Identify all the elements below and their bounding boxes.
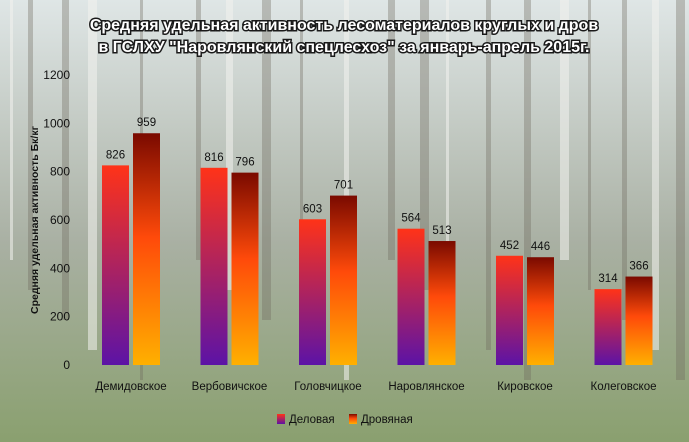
tree-trunk [560, 0, 569, 260]
data-label: 564 [401, 213, 421, 225]
data-label: 603 [303, 203, 322, 215]
y-tick-label: 400 [50, 261, 70, 275]
data-label: 959 [137, 117, 156, 129]
tree-trunk [622, 0, 627, 320]
y-tick-label: 800 [50, 165, 70, 179]
tree-trunk [62, 0, 69, 320]
tree-trunk [88, 0, 97, 350]
bar-drovyanaya [428, 241, 456, 365]
x-tick-label: Головчицкое [294, 381, 361, 393]
y-tick-label: 0 [63, 358, 70, 372]
bar-drovyanaya [330, 195, 357, 365]
data-label: 513 [432, 225, 451, 237]
x-tick-label: Колеговское [591, 381, 657, 393]
x-tick-label: Кировское [497, 381, 553, 393]
legend-label-delovaya: Деловая [289, 414, 335, 426]
x-tick-label: Наровлянское [388, 381, 464, 393]
data-label: 446 [531, 241, 550, 253]
bar-drovyanaya [133, 133, 160, 365]
y-tick-label: 600 [50, 213, 70, 227]
tree-trunk [652, 0, 659, 350]
x-axis-tick-labels: Демидовское Вербовичское Головчицкое Наровл… [95, 381, 656, 393]
data-label: 314 [598, 273, 618, 285]
bar-series [102, 133, 653, 365]
tree-trunk [196, 0, 201, 260]
bar-drovyanaya [625, 276, 653, 365]
x-tick-label: Вербовичское [192, 381, 268, 393]
y-axis-label: Средняя удельная активность Бк/кг [29, 125, 41, 314]
data-label: 826 [106, 149, 125, 161]
y-tick-label: 1200 [43, 68, 70, 82]
bar-drovyanaya [231, 172, 259, 365]
tree-trunk [420, 0, 429, 290]
legend-swatch-drovyanaya [349, 414, 357, 424]
data-label: 452 [500, 240, 519, 252]
tree-trunk [676, 0, 685, 380]
legend-label-drovyanaya: Дровяная [361, 414, 413, 426]
y-tick-label: 200 [50, 310, 70, 324]
tree-trunk [388, 0, 395, 260]
tree-trunk [588, 0, 591, 290]
tree-trunk [262, 0, 271, 320]
tree-trunk [446, 0, 449, 320]
bar-delovaya [102, 165, 129, 365]
bar-delovaya [299, 219, 326, 365]
x-tick-label: Демидовское [95, 381, 166, 393]
bar-drovyanaya [527, 257, 554, 365]
y-tick-label: 1000 [43, 116, 70, 130]
data-label: 796 [235, 157, 254, 169]
y-axis-ticks: 0 200 400 600 800 1000 1200 [43, 68, 70, 372]
bar-delovaya [397, 228, 425, 365]
tree-trunk [10, 0, 13, 260]
chart-title-line1: Средняя удельная активность лесоматериал… [90, 17, 598, 34]
bar-delovaya [496, 255, 523, 365]
legend-swatch-delovaya [277, 414, 285, 424]
chart-title-line2: в ГСЛХУ "Наровлянский спецлесхоз" за янв… [99, 39, 590, 56]
data-labels: 826 959 816 796 603 701 564 513 452 446 314 366 [106, 117, 649, 285]
tree-trunk [344, 0, 349, 380]
tree-trunk [28, 0, 33, 290]
tree-trunk [226, 0, 233, 290]
tree-trunk [486, 0, 491, 350]
bar-delovaya [200, 167, 228, 365]
legend: Деловая Дровяная [277, 414, 413, 426]
tree-trunk [524, 0, 531, 380]
data-label: 701 [334, 180, 353, 192]
tree-trunk [300, 0, 303, 350]
data-label: 816 [204, 152, 223, 164]
data-label: 366 [629, 261, 648, 273]
bar-delovaya [594, 289, 622, 365]
